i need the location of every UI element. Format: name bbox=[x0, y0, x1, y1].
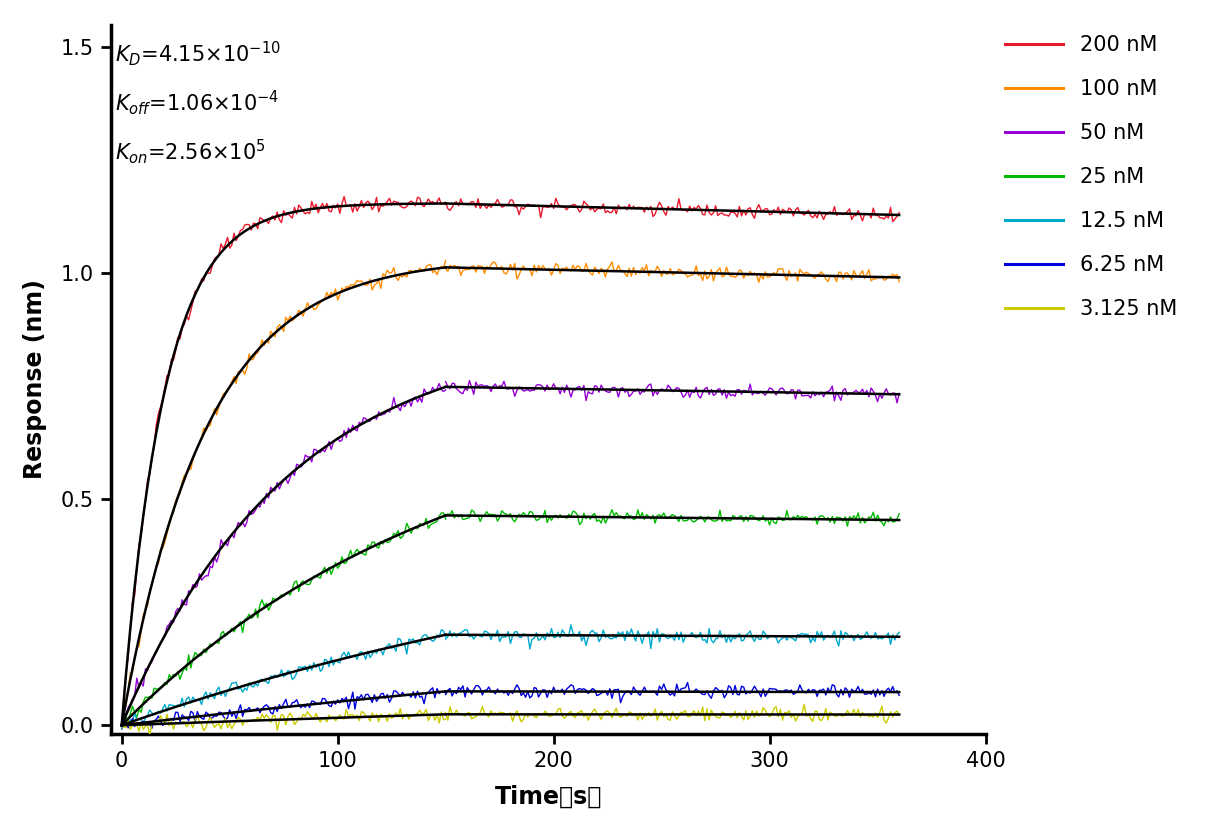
Y-axis label: Response (nm): Response (nm) bbox=[23, 280, 47, 479]
Legend: 200 nM, 100 nM, 50 nM, 25 nM, 12.5 nM, 6.25 nM, 3.125 nM: 200 nM, 100 nM, 50 nM, 25 nM, 12.5 nM, 6… bbox=[1005, 35, 1177, 319]
X-axis label: Time（s）: Time（s） bbox=[494, 785, 602, 808]
Text: $K_D$=4.15×10$^{-10}$
$K_{off}$=1.06×10$^{-4}$
$K_{on}$=2.56×10$^{5}$: $K_D$=4.15×10$^{-10}$ $K_{off}$=1.06×10$… bbox=[116, 39, 281, 166]
